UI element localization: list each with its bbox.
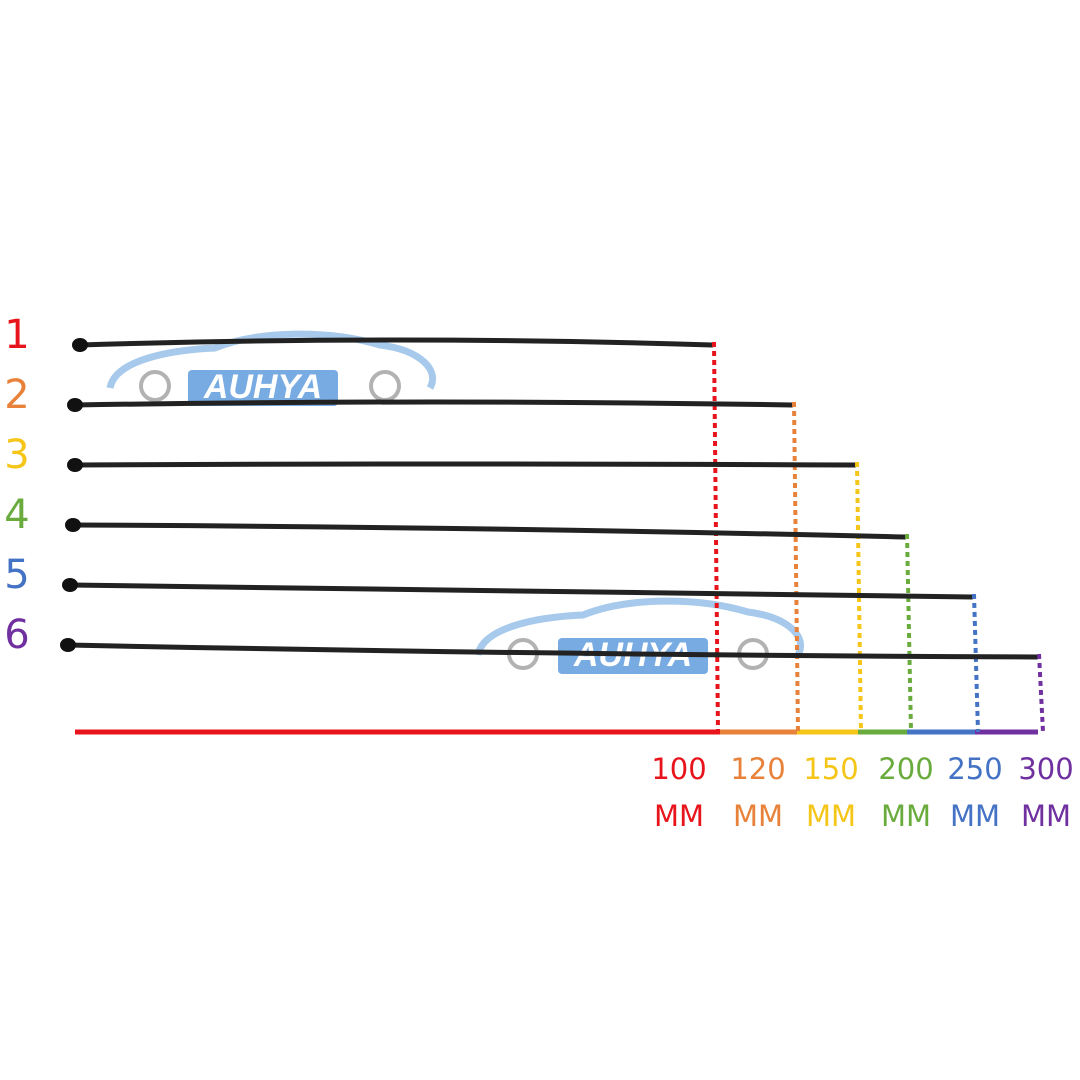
row-number: 6	[4, 612, 29, 658]
length-marker	[972, 593, 980, 733]
cable-tie	[70, 522, 908, 540]
length-marker	[1037, 653, 1045, 733]
row-number: 4	[4, 492, 29, 538]
size-value: 200	[878, 752, 933, 786]
size-unit: MM	[1021, 799, 1071, 833]
size-value: 100	[651, 752, 706, 786]
tie-head	[72, 338, 88, 352]
size-unit: MM	[733, 799, 783, 833]
tie-head	[62, 578, 78, 592]
row-number: 5	[4, 552, 29, 598]
size-value: 300	[1018, 752, 1073, 786]
size-unit: MM	[881, 799, 931, 833]
row-number: 2	[4, 372, 29, 418]
size-value: 250	[947, 752, 1002, 786]
wheel	[139, 370, 171, 402]
watermark-text: AUHYA	[203, 368, 322, 406]
row-number: 3	[4, 432, 29, 478]
car-outline	[106, 330, 436, 390]
size-value: 150	[803, 752, 858, 786]
length-marker	[905, 533, 913, 733]
tie-head	[60, 638, 76, 652]
cable-tie	[67, 582, 975, 600]
cable-tie	[77, 337, 715, 348]
length-marker	[712, 341, 720, 733]
size-value: 120	[730, 752, 785, 786]
car-outline	[474, 597, 804, 657]
wheel	[369, 370, 401, 402]
cable-tie	[72, 461, 858, 468]
size-unit: MM	[654, 799, 704, 833]
watermark: AUHYA	[106, 330, 436, 406]
size-unit: MM	[950, 799, 1000, 833]
cable-tie	[72, 399, 795, 408]
watermark: AUHYA	[474, 597, 804, 674]
watermark-badge	[188, 370, 338, 406]
size-unit: MM	[806, 799, 856, 833]
row-number: 1	[4, 312, 29, 358]
tie-head	[67, 398, 83, 412]
length-marker	[792, 401, 800, 733]
tie-head	[67, 458, 83, 472]
cable-tie	[65, 642, 1040, 660]
tie-head	[65, 518, 81, 532]
